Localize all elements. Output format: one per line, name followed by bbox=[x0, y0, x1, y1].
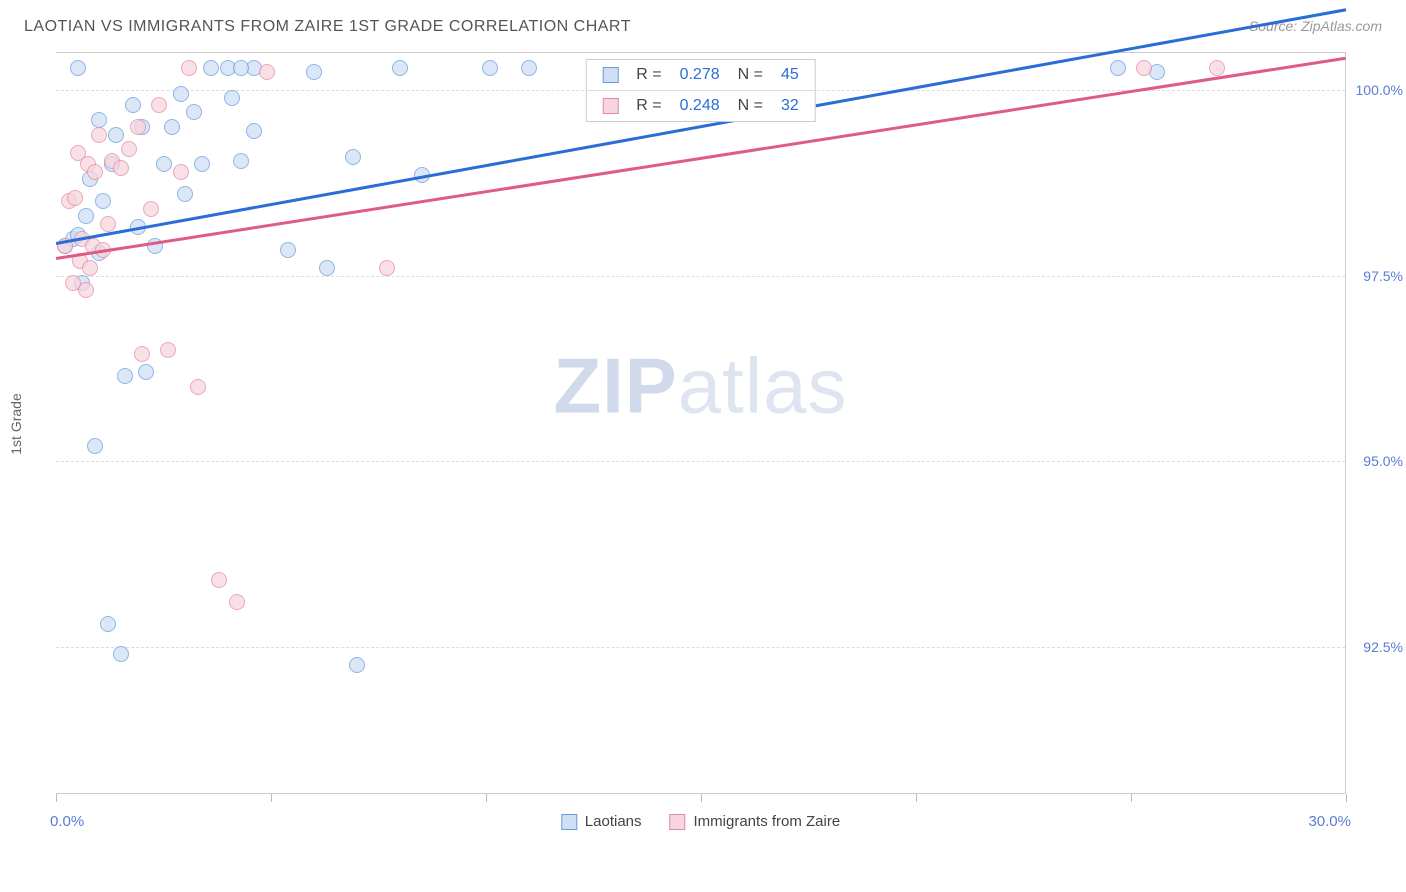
scatter-point-laotians bbox=[233, 60, 249, 76]
scatter-point-zaire bbox=[379, 260, 395, 276]
gridline-h bbox=[56, 647, 1345, 648]
legend-item-laotians: Laotians bbox=[561, 813, 642, 830]
scatter-point-laotians bbox=[108, 127, 124, 143]
y-tick-label: 97.5% bbox=[1363, 268, 1403, 284]
scatter-point-laotians bbox=[95, 193, 111, 209]
scatter-point-laotians bbox=[392, 60, 408, 76]
scatter-point-laotians bbox=[224, 90, 240, 106]
scatter-point-zaire bbox=[229, 594, 245, 610]
x-tick bbox=[916, 794, 917, 802]
scatter-point-laotians bbox=[117, 368, 133, 384]
r-value-zaire: 0.248 bbox=[680, 97, 720, 115]
stats-row-zaire: R = 0.248 N = 32 bbox=[586, 90, 815, 121]
scatter-point-laotians bbox=[173, 86, 189, 102]
chart-header: LAOTIAN VS IMMIGRANTS FROM ZAIRE 1ST GRA… bbox=[24, 18, 1382, 36]
swatch-laotians bbox=[561, 814, 577, 830]
scatter-point-laotians bbox=[306, 64, 322, 80]
y-axis-title: 1st Grade bbox=[8, 393, 24, 454]
scatter-point-zaire bbox=[87, 164, 103, 180]
scatter-point-zaire bbox=[181, 60, 197, 76]
scatter-point-zaire bbox=[134, 346, 150, 362]
scatter-point-laotians bbox=[138, 364, 154, 380]
x-tick bbox=[271, 794, 272, 802]
scatter-point-laotians bbox=[1110, 60, 1126, 76]
y-tick-label: 95.0% bbox=[1363, 453, 1403, 469]
scatter-point-zaire bbox=[113, 160, 129, 176]
scatter-point-laotians bbox=[345, 149, 361, 165]
x-tick bbox=[1346, 794, 1347, 802]
scatter-point-zaire bbox=[143, 201, 159, 217]
scatter-point-zaire bbox=[259, 64, 275, 80]
scatter-point-laotians bbox=[100, 616, 116, 632]
stats-row-laotians: R = 0.278 N = 45 bbox=[586, 60, 815, 90]
n-label: N = bbox=[738, 97, 763, 115]
source-label: Source: ZipAtlas.com bbox=[1249, 18, 1382, 34]
x-max-label: 30.0% bbox=[1308, 813, 1351, 830]
watermark: ZIPatlas bbox=[553, 341, 847, 432]
scatter-point-laotians bbox=[203, 60, 219, 76]
y-tick-label: 92.5% bbox=[1363, 639, 1403, 655]
scatter-point-zaire bbox=[78, 282, 94, 298]
scatter-point-zaire bbox=[151, 97, 167, 113]
legend-label-laotians: Laotians bbox=[585, 813, 642, 830]
swatch-zaire bbox=[670, 814, 686, 830]
n-value-zaire: 32 bbox=[781, 97, 799, 115]
scatter-point-laotians bbox=[246, 123, 262, 139]
x-min-label: 0.0% bbox=[50, 813, 84, 830]
scatter-point-laotians bbox=[78, 208, 94, 224]
scatter-point-zaire bbox=[1209, 60, 1225, 76]
scatter-point-zaire bbox=[100, 216, 116, 232]
y-tick-label: 100.0% bbox=[1356, 82, 1403, 98]
scatter-point-laotians bbox=[280, 242, 296, 258]
scatter-point-zaire bbox=[160, 342, 176, 358]
stats-legend-box: R = 0.278 N = 45 R = 0.248 N = 32 bbox=[585, 59, 816, 122]
x-tick bbox=[1131, 794, 1132, 802]
n-label: N = bbox=[738, 66, 763, 84]
scatter-point-zaire bbox=[121, 141, 137, 157]
x-tick bbox=[701, 794, 702, 802]
scatter-point-zaire bbox=[91, 127, 107, 143]
scatter-point-laotians bbox=[164, 119, 180, 135]
scatter-point-laotians bbox=[233, 153, 249, 169]
scatter-point-laotians bbox=[113, 646, 129, 662]
scatter-point-laotians bbox=[177, 186, 193, 202]
chart-title: LAOTIAN VS IMMIGRANTS FROM ZAIRE 1ST GRA… bbox=[24, 18, 631, 36]
scatter-point-laotians bbox=[70, 60, 86, 76]
scatter-point-laotians bbox=[319, 260, 335, 276]
scatter-point-laotians bbox=[194, 156, 210, 172]
scatter-point-laotians bbox=[482, 60, 498, 76]
swatch-zaire bbox=[602, 98, 618, 114]
scatter-point-zaire bbox=[173, 164, 189, 180]
bottom-legend: Laotians Immigrants from Zaire bbox=[561, 813, 840, 830]
scatter-point-laotians bbox=[91, 112, 107, 128]
scatter-point-zaire bbox=[1136, 60, 1152, 76]
gridline-h bbox=[56, 461, 1345, 462]
plot-area: ZIPatlas 92.5%95.0%97.5%100.0% 1st Grade… bbox=[56, 52, 1346, 794]
scatter-point-laotians bbox=[521, 60, 537, 76]
x-tick bbox=[486, 794, 487, 802]
scatter-point-laotians bbox=[186, 104, 202, 120]
r-label: R = bbox=[636, 66, 661, 84]
scatter-point-laotians bbox=[87, 438, 103, 454]
x-tick bbox=[56, 794, 57, 802]
swatch-laotians bbox=[602, 67, 618, 83]
scatter-point-zaire bbox=[130, 119, 146, 135]
legend-label-zaire: Immigrants from Zaire bbox=[694, 813, 841, 830]
scatter-point-laotians bbox=[349, 657, 365, 673]
scatter-point-laotians bbox=[125, 97, 141, 113]
scatter-point-laotians bbox=[156, 156, 172, 172]
legend-item-zaire: Immigrants from Zaire bbox=[670, 813, 841, 830]
r-label: R = bbox=[636, 97, 661, 115]
n-value-laotians: 45 bbox=[781, 66, 799, 84]
gridline-h bbox=[56, 276, 1345, 277]
r-value-laotians: 0.278 bbox=[680, 66, 720, 84]
scatter-point-zaire bbox=[211, 572, 227, 588]
scatter-point-zaire bbox=[190, 379, 206, 395]
scatter-point-zaire bbox=[67, 190, 83, 206]
scatter-point-zaire bbox=[82, 260, 98, 276]
